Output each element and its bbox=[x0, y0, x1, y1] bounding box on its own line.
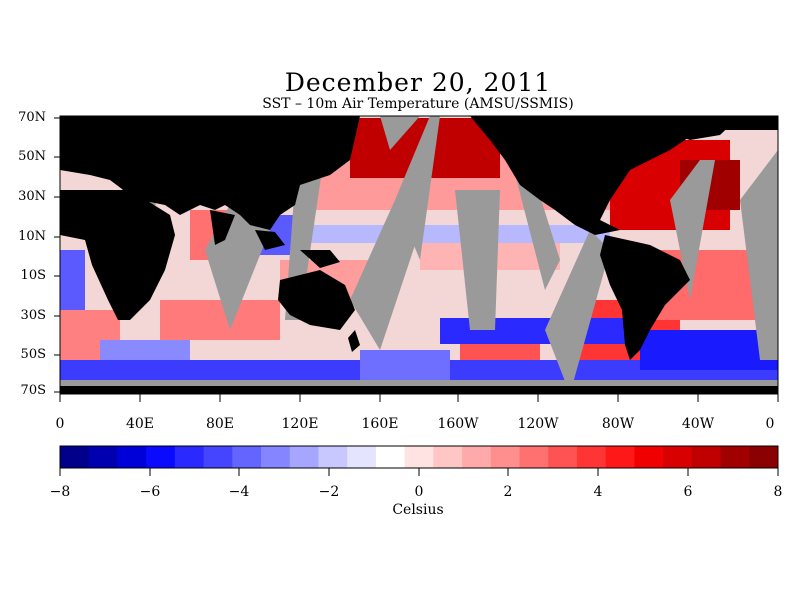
colorbar-tick-label: 4 bbox=[593, 484, 603, 500]
colorbar-swatch bbox=[519, 446, 549, 468]
colorbar-swatch bbox=[60, 446, 90, 468]
colorbar-swatch bbox=[490, 446, 521, 468]
lon-label: 0 bbox=[765, 416, 775, 432]
colorbar-swatch bbox=[375, 446, 406, 468]
colorbar-tick-label: 2 bbox=[503, 484, 513, 500]
land-masses bbox=[60, 116, 778, 394]
colorbar-tick-label: −4 bbox=[228, 484, 250, 500]
colorbar-tick-label: −8 bbox=[49, 484, 71, 500]
colorbar-swatch bbox=[404, 446, 434, 468]
lon-label: 0 bbox=[55, 416, 65, 432]
lon-label: 120W bbox=[517, 416, 559, 432]
lon-label: 40E bbox=[125, 416, 155, 432]
colorbar-swatch bbox=[462, 446, 492, 468]
lat-ticks bbox=[54, 117, 60, 393]
colorbar-tick-label: −6 bbox=[139, 484, 161, 500]
colorbar-swatch bbox=[749, 446, 779, 468]
lon-label: 80W bbox=[601, 416, 635, 432]
lat-label: 50N bbox=[18, 149, 46, 164]
colorbar-swatch bbox=[146, 446, 176, 468]
colorbar-swatch bbox=[663, 446, 693, 468]
colorbar-swatch bbox=[88, 446, 118, 468]
colorbar-swatch bbox=[720, 446, 750, 468]
colorbar-swatch bbox=[117, 446, 147, 468]
colorbar-swatch bbox=[634, 446, 664, 468]
colorbar-tick-label: −2 bbox=[318, 484, 340, 500]
colorbar-swatch bbox=[347, 446, 377, 468]
lat-label: 30S bbox=[20, 308, 46, 323]
lat-label: 10S bbox=[20, 268, 46, 283]
lat-label: 70N bbox=[18, 110, 46, 125]
colorbar-swatch bbox=[174, 446, 205, 468]
map-frame bbox=[59, 115, 779, 395]
colorbar-tick-label: 6 bbox=[683, 484, 693, 500]
colorbar-tick-label: 0 bbox=[414, 484, 424, 500]
colorbar-swatch bbox=[318, 446, 348, 468]
lat-label: 30N bbox=[18, 189, 46, 204]
colorbar-units: Celsius bbox=[392, 502, 444, 518]
colorbar-swatch bbox=[261, 446, 291, 468]
map-subtitle: SST – 10m Air Temperature (AMSU/SSMIS) bbox=[262, 96, 574, 112]
colorbar-swatch bbox=[203, 446, 233, 468]
colorbar-tick-label: 8 bbox=[773, 484, 783, 500]
colorbar-swatch bbox=[691, 446, 722, 468]
lon-label: 160W bbox=[437, 416, 479, 432]
colorbar-swatch bbox=[576, 446, 607, 468]
colorbar-swatch bbox=[232, 446, 262, 468]
colorbar-swatch bbox=[605, 446, 635, 468]
colorbar-swatch bbox=[433, 446, 463, 468]
lon-label: 40W bbox=[681, 416, 715, 432]
map-title: December 20, 2011 bbox=[284, 68, 552, 97]
lon-label: 160E bbox=[361, 416, 399, 432]
lat-label: 10N bbox=[18, 229, 46, 244]
lon-ticks bbox=[59, 394, 779, 402]
colorbar-ticks bbox=[59, 468, 779, 476]
lon-label: 120E bbox=[281, 416, 319, 432]
lat-label: 50S bbox=[20, 347, 46, 362]
colorbar-swatch bbox=[548, 446, 578, 468]
lon-label: 80E bbox=[205, 416, 235, 432]
colorbar-swatch bbox=[289, 446, 319, 468]
colorbar bbox=[60, 446, 779, 468]
lat-label: 70S bbox=[20, 383, 46, 398]
